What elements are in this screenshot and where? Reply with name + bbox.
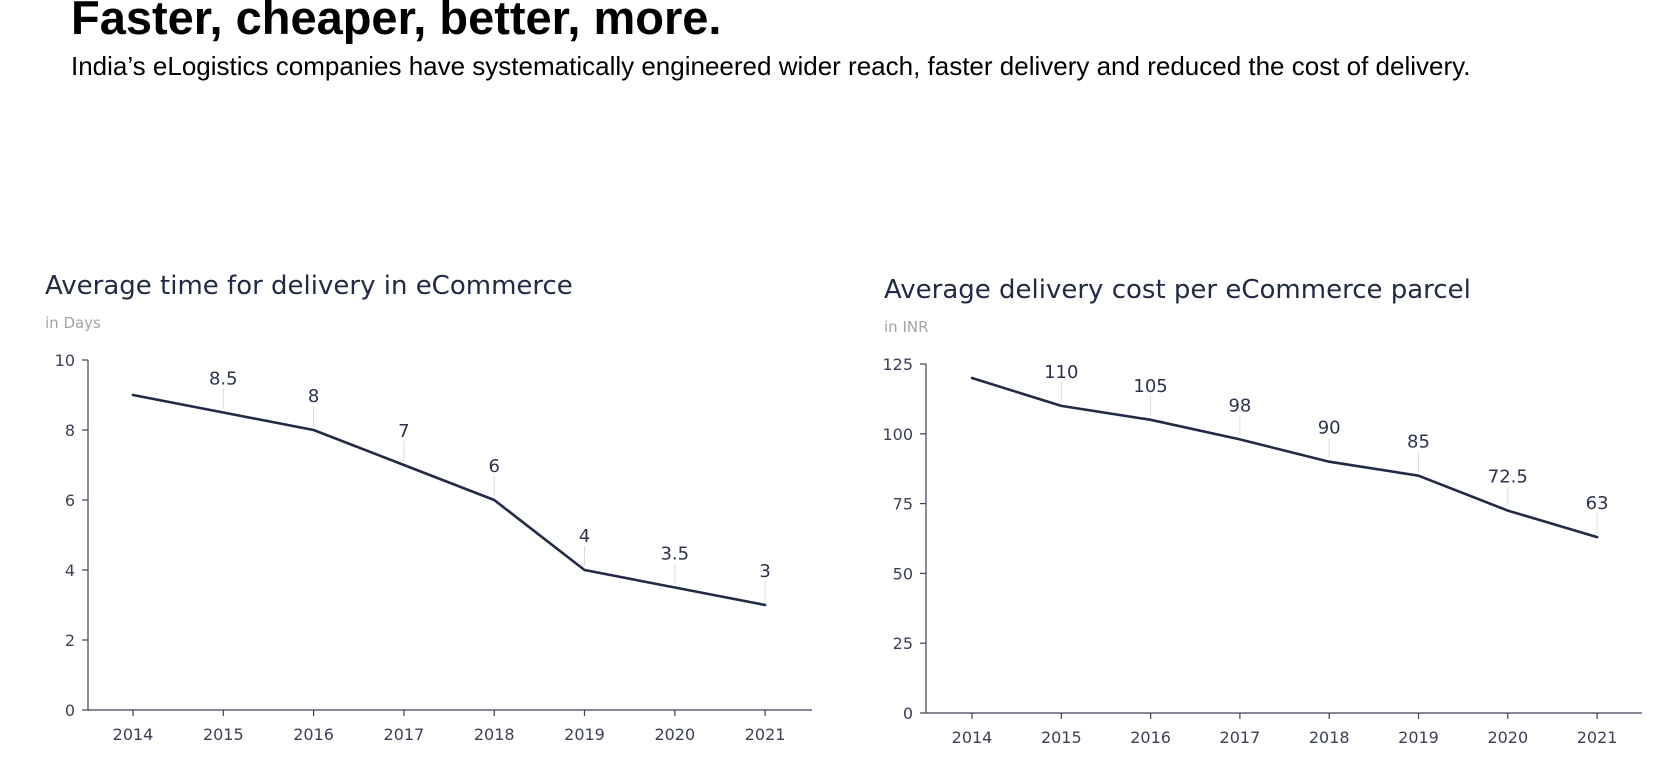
data-label: 3 <box>759 561 770 582</box>
y-tick-label: 0 <box>65 701 75 720</box>
data-label: 105 <box>1133 376 1167 397</box>
y-tick-label: 0 <box>903 704 913 723</box>
data-label: 8 <box>308 386 319 407</box>
chart-title: Average delivery cost per eCommerce parc… <box>884 275 1471 305</box>
data-label: 7 <box>398 421 409 442</box>
x-tick-label: 2016 <box>293 725 334 744</box>
x-tick-label: 2021 <box>745 725 786 744</box>
x-tick-label: 2017 <box>1220 728 1261 747</box>
x-tick-label: 2019 <box>1398 728 1439 747</box>
y-tick-label: 2 <box>65 631 75 650</box>
y-tick-label: 100 <box>882 425 913 444</box>
data-label: 6 <box>488 456 499 477</box>
y-tick-label: 25 <box>893 634 913 653</box>
x-tick-label: 2015 <box>203 725 244 744</box>
x-tick-label: 2018 <box>474 725 515 744</box>
page-subheadline: India’s eLogistics companies have system… <box>71 51 1471 81</box>
x-tick-label: 2019 <box>564 725 605 744</box>
chart-subtitle: in Days <box>45 314 101 332</box>
data-label: 90 <box>1318 418 1341 439</box>
data-label: 85 <box>1407 432 1430 453</box>
y-tick-label: 125 <box>882 355 913 374</box>
data-label: 98 <box>1228 395 1251 416</box>
series-line <box>970 376 1599 539</box>
chart-subtitle: in INR <box>884 318 929 336</box>
x-tick-label: 2015 <box>1041 728 1082 747</box>
x-tick-label: 2018 <box>1309 728 1350 747</box>
x-tick-label: 2016 <box>1130 728 1171 747</box>
y-tick-label: 75 <box>893 495 913 514</box>
data-label: 8.5 <box>209 369 238 390</box>
y-tick-label: 4 <box>65 561 75 580</box>
y-tick-label: 10 <box>55 351 75 370</box>
series-line <box>131 393 767 607</box>
x-tick-label: 2014 <box>952 728 993 747</box>
chart-title: Average time for delivery in eCommerce <box>45 271 573 301</box>
x-tick-label: 2020 <box>654 725 695 744</box>
data-label: 4 <box>579 526 590 547</box>
y-tick-label: 50 <box>893 564 913 583</box>
data-label: 3.5 <box>660 544 689 565</box>
x-tick-label: 2014 <box>113 725 154 744</box>
x-tick-label: 2020 <box>1487 728 1528 747</box>
data-label: 72.5 <box>1488 467 1528 488</box>
page-headline: Faster, cheaper, better, more. <box>71 0 722 44</box>
data-label: 110 <box>1044 362 1078 383</box>
y-tick-label: 6 <box>65 491 75 510</box>
y-tick-label: 8 <box>65 421 75 440</box>
data-label: 63 <box>1586 493 1609 514</box>
x-tick-label: 2021 <box>1577 728 1618 747</box>
x-tick-label: 2017 <box>384 725 425 744</box>
